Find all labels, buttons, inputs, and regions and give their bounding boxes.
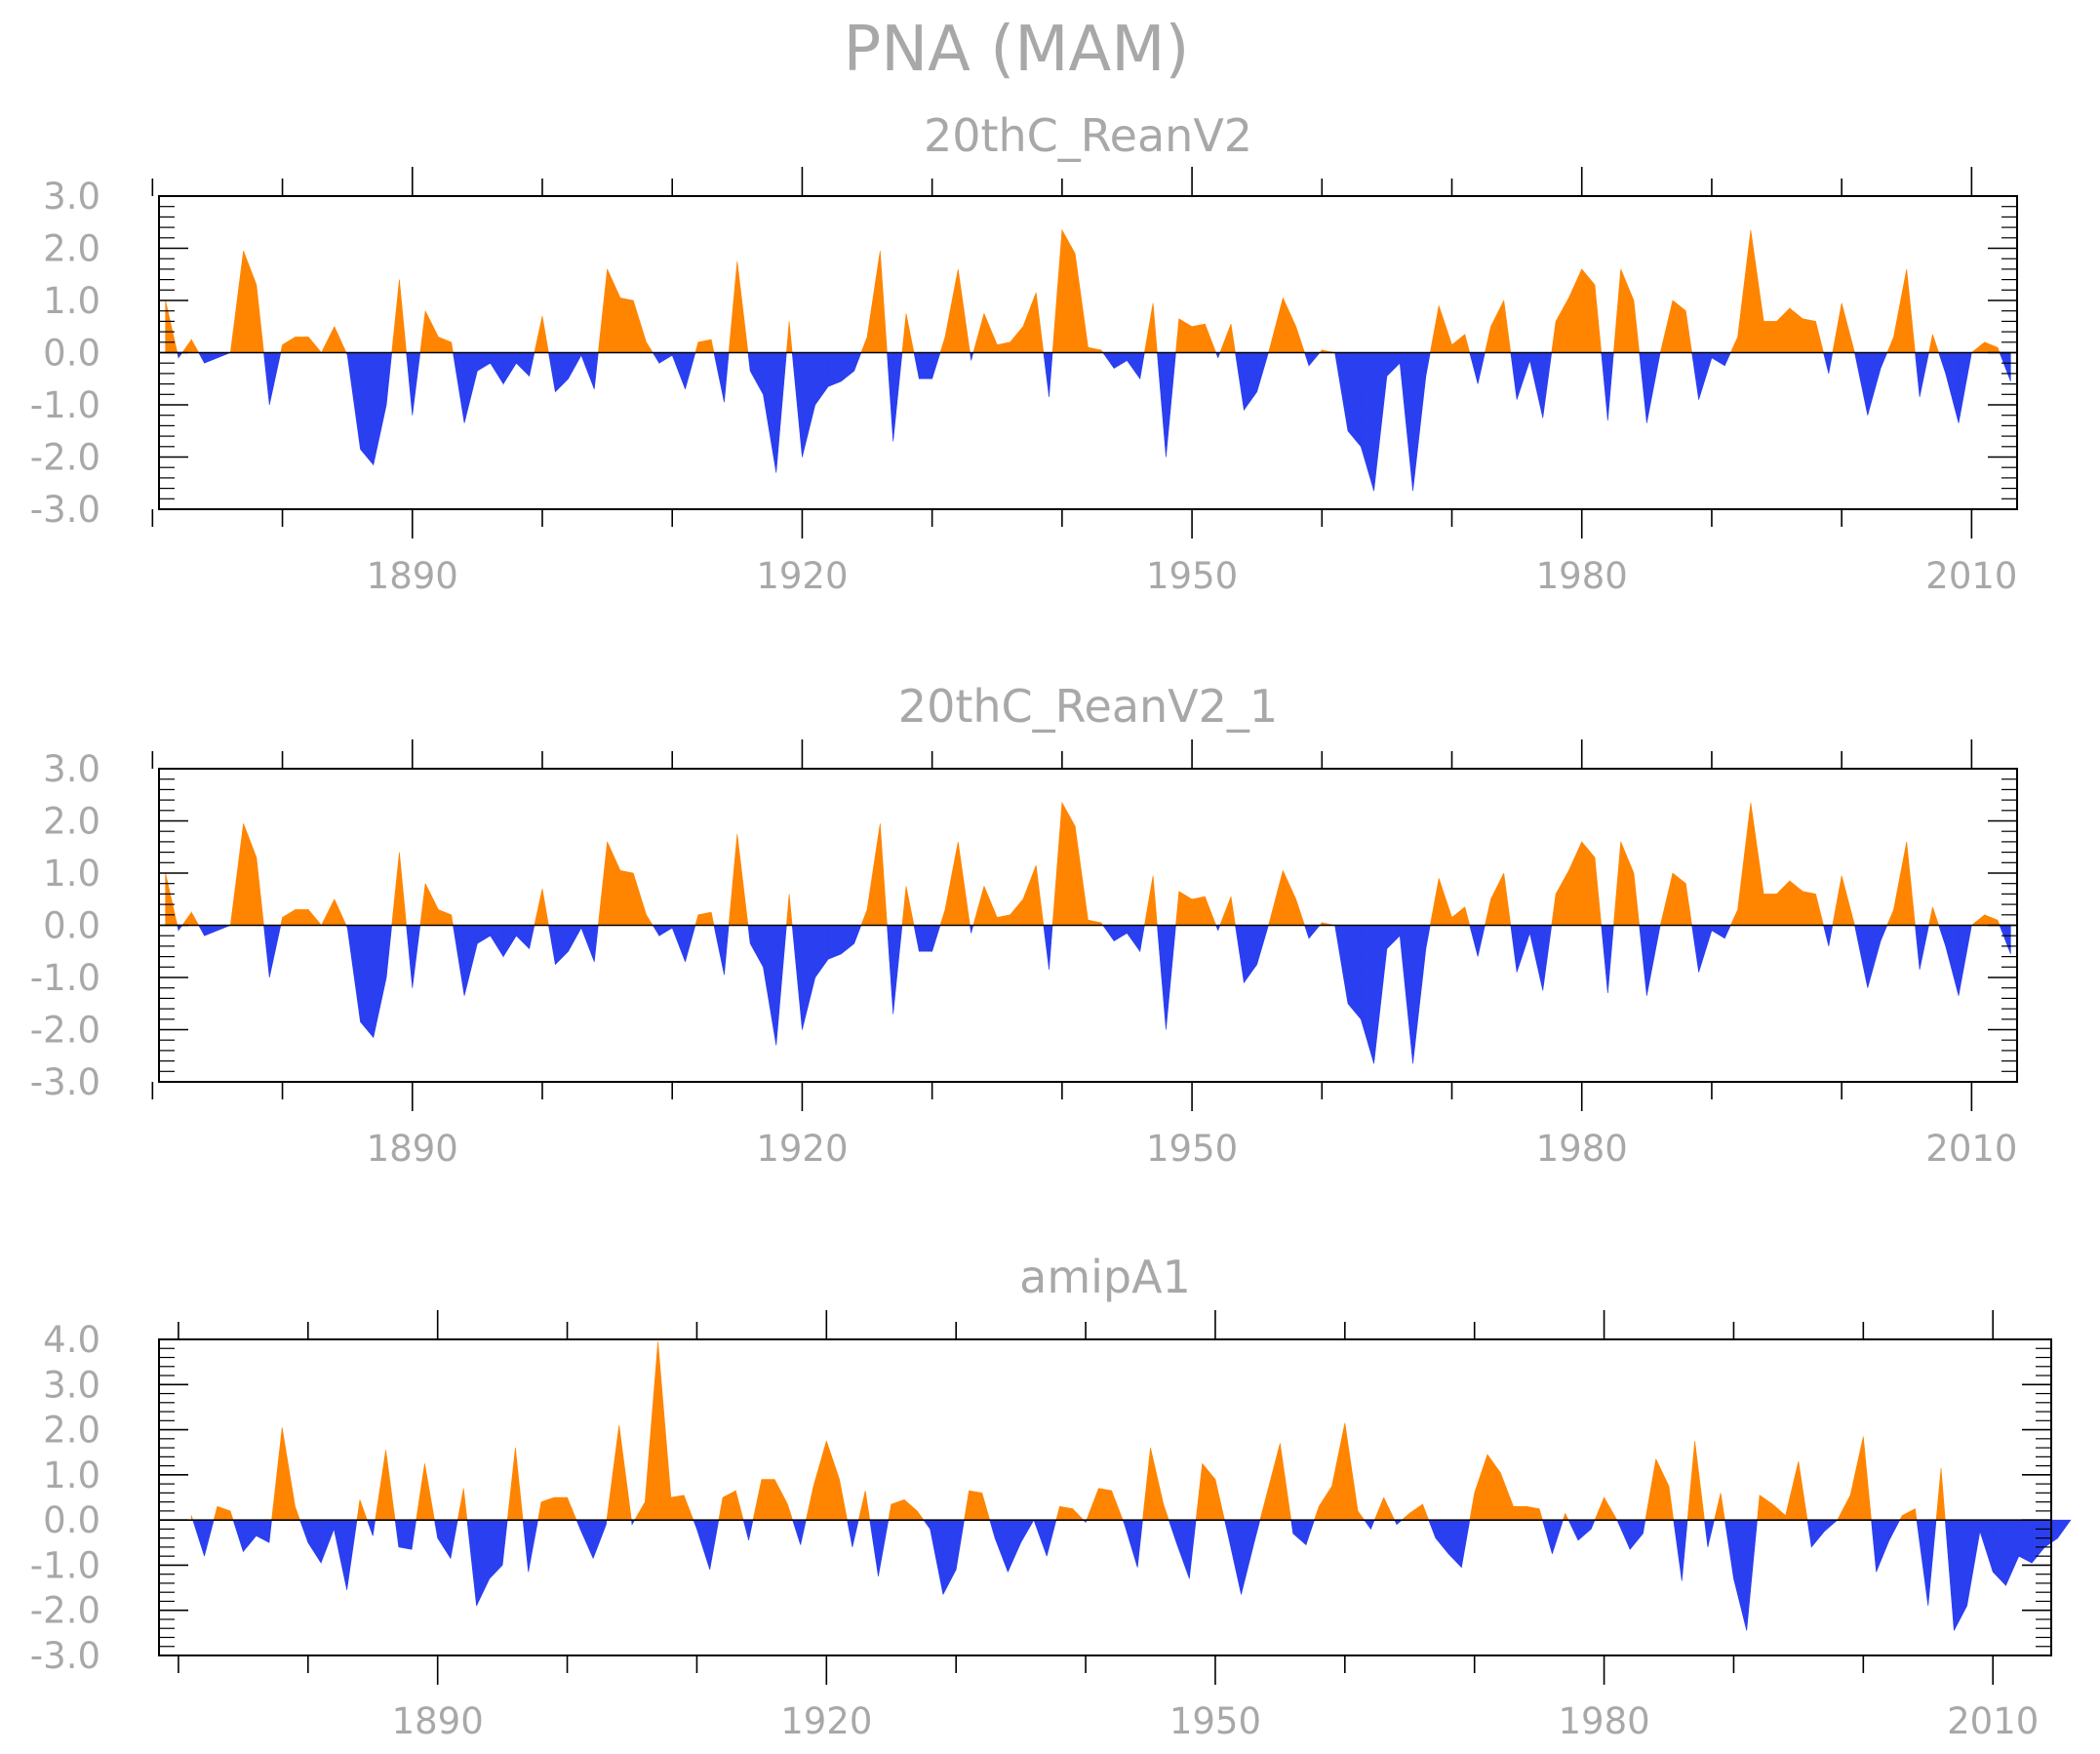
x-tick-label: 1980 [1558, 1700, 1649, 1742]
y-tick-label: -2.0 [30, 1010, 100, 1052]
series-negative-area [177, 352, 2011, 492]
x-tick-label: 1920 [756, 555, 848, 597]
chart-panel-1: 20thC_ReanV2 3.0 2.0 1.0 0.0 -1.0 -2.0 -3.0 1890… [30, 109, 2018, 597]
x-tick-label: 2010 [1925, 1128, 2017, 1170]
y-tick-label: -1.0 [30, 1544, 100, 1586]
y-tick-label: 3.0 [43, 1364, 100, 1406]
chart-panel-3: amipA1 4.03.02.01.00.0-1.0-2.0-3.0 1890 192… [30, 1251, 2072, 1742]
y-tick-label: 1.0 [43, 853, 100, 895]
series-negative-area [177, 925, 2011, 1064]
y-tick-label: -2.0 [30, 437, 100, 479]
series-negative-area [192, 1519, 2072, 1631]
y-tick-label: 0.0 [43, 905, 100, 947]
x-tick-label: 1890 [392, 1700, 484, 1742]
y-tick-label: 2.0 [43, 801, 100, 843]
chart-panel-2: 20thC_ReanV2_1 3.0 2.0 1.0 0.0 -1.0 -2.0 -3.0 18… [30, 680, 2018, 1170]
y-tick-label: 0.0 [43, 1499, 100, 1541]
x-tick-label: 2010 [1947, 1700, 2039, 1742]
y-tick-label: 1.0 [43, 1455, 100, 1496]
y-tick-label: -1.0 [30, 384, 100, 426]
x-tick-label: 1950 [1146, 1128, 1238, 1170]
y-tick-label: -2.0 [30, 1590, 100, 1632]
panel-title: 20thC_ReanV2_1 [898, 680, 1278, 733]
panel-title: amipA1 [1019, 1251, 1191, 1303]
y-tick-label: 0.0 [43, 333, 100, 375]
y-tick-label: 3.0 [43, 748, 100, 790]
plot-frame [158, 1338, 2052, 1656]
x-tick-label: 1920 [780, 1700, 872, 1742]
y-tick-label: 2.0 [43, 1410, 100, 1452]
y-tick-label: -3.0 [30, 1061, 100, 1103]
x-tick-label: 1890 [367, 555, 458, 597]
x-tick-label: 1980 [1536, 1128, 1628, 1170]
x-tick-label: 1890 [367, 1128, 458, 1170]
y-tick-label: 1.0 [43, 280, 100, 322]
x-tick-label: 2010 [1925, 555, 2017, 597]
x-tick-label: 1950 [1169, 1700, 1261, 1742]
panels: 20thC_ReanV23.02.01.00.0-1.0-2.0-3.01890… [30, 109, 2072, 1742]
y-tick-label: 2.0 [43, 228, 100, 270]
y-tick-label: -3.0 [30, 489, 100, 531]
series-positive-area [165, 801, 2001, 926]
main-title: PNA (MAM) [844, 14, 1190, 86]
panel-title: 20thC_ReanV2 [924, 109, 1252, 162]
x-tick-label: 1950 [1146, 555, 1238, 597]
x-tick-label: 1980 [1536, 555, 1628, 597]
y-tick-label: -1.0 [30, 957, 100, 999]
y-tick-label: 3.0 [43, 176, 100, 218]
series-positive-area [190, 1341, 1946, 1521]
series-positive-area [165, 228, 2001, 353]
y-tick-label: -3.0 [30, 1635, 100, 1677]
y-tick-label: 4.0 [43, 1319, 100, 1361]
x-tick-label: 1920 [756, 1128, 848, 1170]
